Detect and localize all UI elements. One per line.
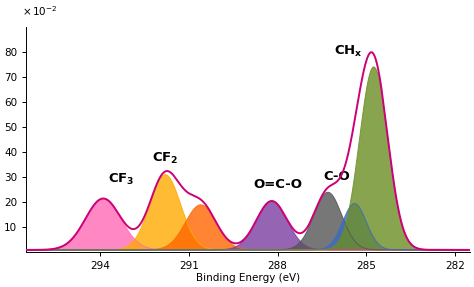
Text: C-O: C-O bbox=[323, 170, 350, 183]
Text: $\mathregular{CH_x}$: $\mathregular{CH_x}$ bbox=[334, 44, 363, 59]
X-axis label: Binding Energy (eV): Binding Energy (eV) bbox=[196, 273, 300, 283]
Text: $\mathregular{CF_2}$: $\mathregular{CF_2}$ bbox=[152, 151, 179, 166]
Text: $\times\,10^{-2}$: $\times\,10^{-2}$ bbox=[22, 4, 57, 18]
Text: O=C-O: O=C-O bbox=[253, 178, 302, 191]
Text: $\mathregular{CF_3}$: $\mathregular{CF_3}$ bbox=[108, 172, 134, 187]
